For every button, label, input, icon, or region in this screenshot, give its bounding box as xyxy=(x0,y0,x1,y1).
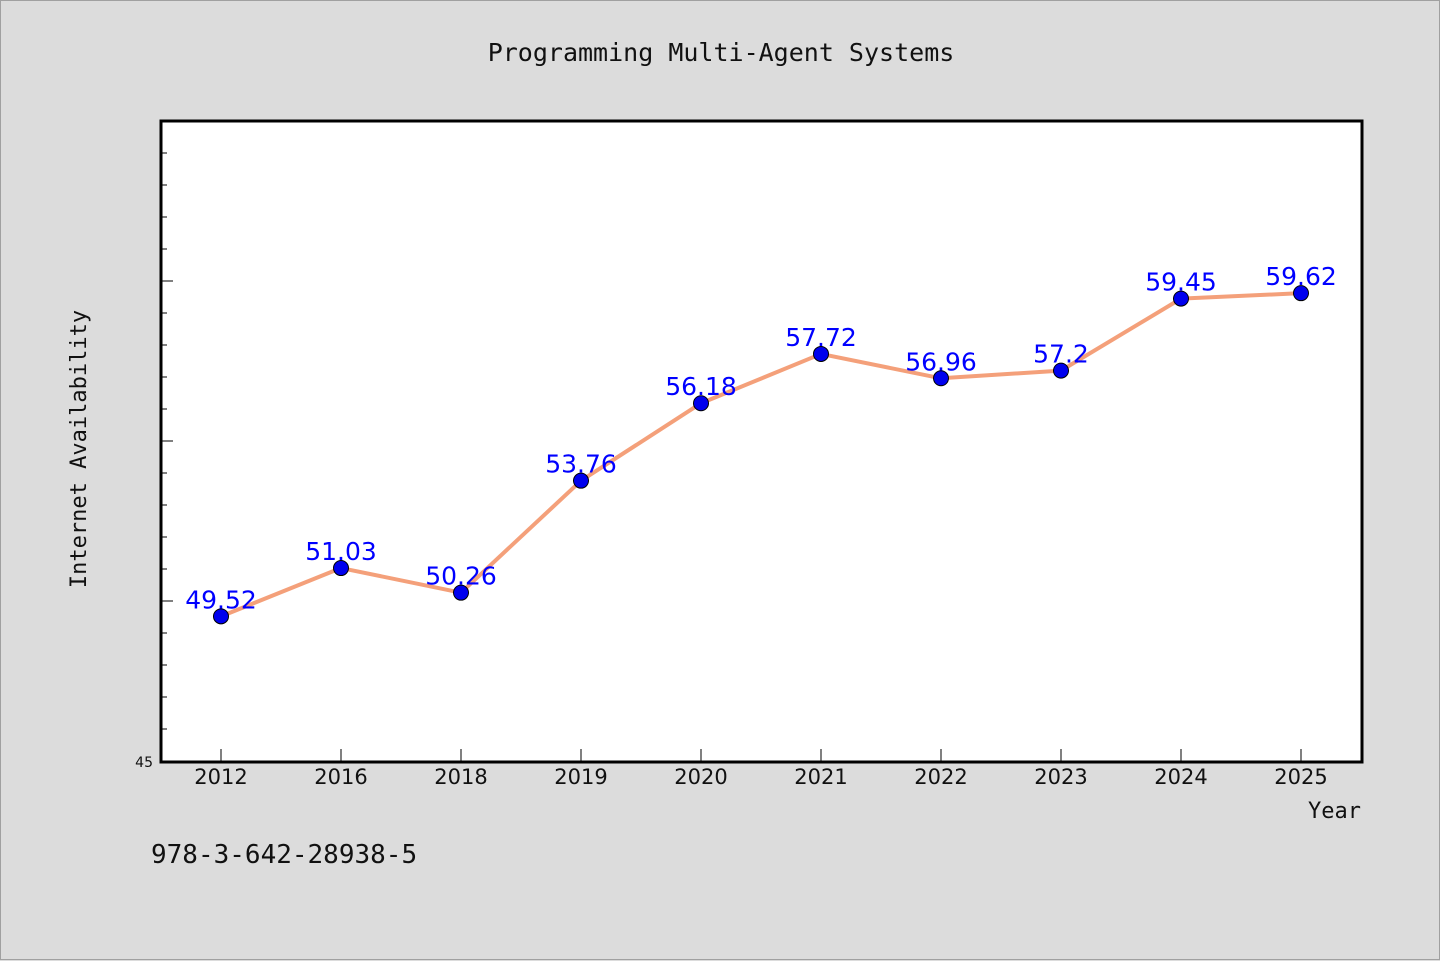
plot-area xyxy=(159,119,1364,764)
x-tick-label: 2024 xyxy=(1154,765,1207,789)
x-tick-label: 2021 xyxy=(794,765,847,789)
data-point xyxy=(453,584,469,601)
data-point xyxy=(1173,290,1189,307)
data-point xyxy=(1053,362,1069,379)
data-labels: 49.52 51.03 50.26 53.76 56.18 57.72 56.96 57.2 5… xyxy=(185,262,1337,614)
y-tick-label: 45 xyxy=(135,755,153,771)
x-tick-label: 2020 xyxy=(674,765,727,789)
chart-title: Programming Multi-Agent Systems xyxy=(488,38,955,67)
data-label: 56.18 xyxy=(665,372,737,401)
data-markers xyxy=(213,285,1309,625)
data-point xyxy=(213,608,229,625)
data-label: 51.03 xyxy=(305,537,377,566)
data-point xyxy=(813,345,829,362)
data-point xyxy=(1293,285,1309,302)
x-tick-label: 2018 xyxy=(434,765,487,789)
data-point xyxy=(693,395,709,412)
data-label: 57.2 xyxy=(1033,340,1089,369)
isbn-label: 978-3-642-28938-5 xyxy=(151,840,417,870)
data-label: 57.72 xyxy=(785,323,857,352)
y-tick-marks xyxy=(161,120,173,730)
x-axis-label: Year xyxy=(1308,799,1361,824)
data-label: 53.76 xyxy=(545,450,617,479)
y-axis-label: Internet Availability xyxy=(67,310,92,588)
data-point xyxy=(333,560,349,577)
data-label: 49.52 xyxy=(185,585,257,614)
x-tick-label: 2022 xyxy=(914,765,967,789)
data-point xyxy=(933,370,949,387)
series-line xyxy=(220,291,1302,619)
data-label: 56.96 xyxy=(905,347,977,376)
data-point xyxy=(573,472,589,489)
x-tick-label: 2016 xyxy=(314,765,367,789)
x-tick-label: 2023 xyxy=(1034,765,1087,789)
data-label: 59.62 xyxy=(1265,262,1337,291)
data-label: 59.45 xyxy=(1145,268,1217,297)
x-tick-label: 2012 xyxy=(194,765,247,789)
x-ticks: 2012 2016 2018 2019 2020 2021 2022 2023 2024 2025 xyxy=(194,749,1328,789)
x-tick-label: 2019 xyxy=(554,765,607,789)
data-label: 50.26 xyxy=(425,562,497,591)
x-tick-label: 2025 xyxy=(1274,765,1327,789)
